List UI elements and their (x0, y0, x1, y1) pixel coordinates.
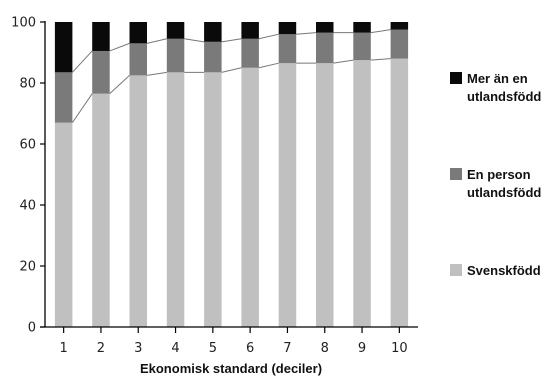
y-tick-label: 40 (19, 199, 36, 214)
connector-line-1-8 (333, 59, 354, 64)
bar-mer-än-en-utlandsfödd-10 (390, 22, 409, 30)
legend-label-en-person-utlandsfödd: utlandsfödd (467, 185, 541, 200)
x-tick-label: 1 (60, 341, 68, 356)
legend-swatch-mer-än-en-utlandsfödd (450, 72, 462, 84)
axes-layer: 0 20 40 60 80 100 1 2 3 4 5 6 7 8 9 10 (11, 16, 418, 356)
connector-line-1-9 (370, 58, 391, 61)
bar-mer-än-en-utlandsfödd-7 (278, 22, 297, 35)
bar-mer-än-en-utlandsfödd-8 (316, 22, 334, 33)
bar-en-person-utlandsfödd-9 (353, 32, 371, 61)
legend-swatch-svenskfödd (450, 264, 462, 276)
y-tick-label: 0 (28, 321, 36, 336)
connector-line-2-6 (258, 33, 279, 40)
y-tick-label: 20 (19, 260, 36, 275)
connector-line-1-3 (146, 71, 167, 76)
bar-en-person-utlandsfödd-5 (204, 41, 222, 73)
x-tick-label: 5 (209, 341, 217, 356)
bar-mer-än-en-utlandsfödd-1 (54, 22, 73, 73)
bar-en-person-utlandsfödd-6 (241, 38, 259, 68)
bar-svenskfödd-8 (316, 63, 334, 328)
x-tick-label: 3 (134, 341, 142, 356)
connector-line-2-1 (72, 50, 93, 73)
bar-mer-än-en-utlandsfödd-4 (166, 22, 185, 39)
x-tick-label: 10 (391, 341, 408, 356)
connector-line-2-3 (146, 38, 167, 44)
connector-line-2-9 (370, 29, 391, 34)
legend-label-mer-än-en-utlandsfödd: utlandsfödd (467, 89, 541, 104)
bar-mer-än-en-utlandsfödd-9 (353, 22, 371, 33)
x-tick-label: 7 (283, 341, 291, 356)
connector-line-1-6 (258, 62, 279, 69)
legend-label-en-person-utlandsfödd: En person (467, 167, 531, 182)
connector-line-2-4 (184, 38, 205, 43)
x-tick-label: 6 (246, 341, 254, 356)
y-tick-label: 80 (19, 77, 36, 92)
bar-en-person-utlandsfödd-1 (54, 72, 73, 123)
x-tick-label: 2 (97, 341, 105, 356)
connector-line-2-2 (109, 42, 130, 52)
bar-svenskfödd-10 (390, 58, 409, 327)
bar-mer-än-en-utlandsfödd-2 (92, 22, 110, 51)
connector-line-2-7 (296, 32, 317, 35)
connector-line-1-2 (109, 75, 130, 95)
bar-svenskfödd-9 (353, 60, 371, 328)
connector-line-1-1 (71, 93, 93, 123)
y-tick-label: 60 (19, 138, 36, 153)
bar-en-person-utlandsfödd-3 (129, 43, 147, 76)
bar-svenskfödd-5 (204, 72, 222, 327)
x-tick-label: 4 (171, 341, 179, 356)
bar-mer-än-en-utlandsfödd-6 (241, 22, 259, 39)
x-tick-label: 9 (358, 341, 366, 356)
bar-en-person-utlandsfödd-4 (166, 38, 185, 73)
x-tick-label: 8 (321, 341, 329, 356)
bar-en-person-utlandsfödd-7 (278, 34, 297, 64)
bar-svenskfödd-6 (241, 67, 259, 327)
bar-mer-än-en-utlandsfödd-5 (204, 22, 222, 42)
y-tick-label: 100 (11, 16, 36, 31)
bar-svenskfödd-7 (278, 63, 297, 328)
bar-svenskfödd-4 (166, 72, 185, 327)
connector-lines (71, 29, 391, 123)
bar-svenskfödd-1 (54, 122, 73, 328)
connector-line-1-5 (221, 67, 242, 73)
legend-label-mer-än-en-utlandsfödd: Mer än en (467, 71, 528, 86)
bar-svenskfödd-2 (92, 93, 110, 327)
connector-line-2-5 (221, 38, 242, 43)
bar-mer-än-en-utlandsfödd-3 (129, 22, 147, 44)
x-axis-title: Ekonomisk standard (deciler) (140, 361, 322, 376)
bar-svenskfödd-3 (129, 75, 147, 328)
bar-en-person-utlandsfödd-8 (316, 32, 334, 64)
legend-label-svenskfödd: Svenskfödd (467, 263, 541, 278)
bar-en-person-utlandsfödd-2 (92, 50, 110, 94)
legend-swatch-en-person-utlandsfödd (450, 168, 462, 180)
legend: Mer än en utlandsfödd En person utlandsfödd… (450, 71, 541, 278)
bars-layer (54, 22, 409, 328)
bar-en-person-utlandsfödd-10 (390, 29, 409, 59)
